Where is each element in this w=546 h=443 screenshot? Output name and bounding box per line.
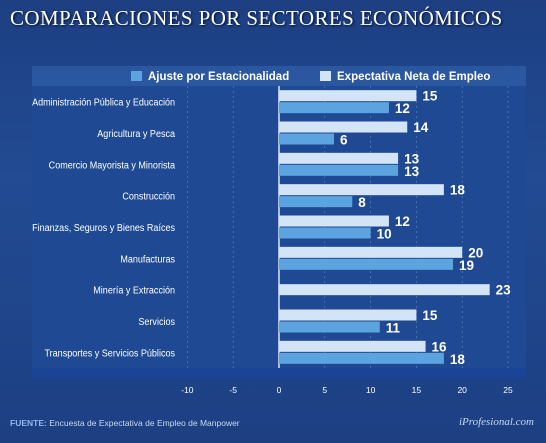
bar-expectativa <box>279 215 389 227</box>
brand-logo: iProfesional.com <box>458 416 534 428</box>
data-label: 18 <box>450 183 466 198</box>
bar-expectativa <box>279 152 399 164</box>
chart-title: COMPARACIONES POR SECTORES ECONÓMICOS <box>10 6 503 30</box>
data-label: 23 <box>496 283 512 298</box>
data-label: 6 <box>340 133 348 148</box>
data-label: 15 <box>422 89 438 104</box>
category-label: Administración Pública y Educación <box>32 97 175 109</box>
x-tick-label: 5 <box>322 385 327 395</box>
bar-expectativa <box>279 309 417 321</box>
source-label: FUENTE: <box>10 418 47 428</box>
source-text: Encuesta de Expectativa de Empleo de Man… <box>49 418 240 428</box>
data-label: 16 <box>432 339 448 354</box>
axis-band <box>32 368 526 378</box>
data-label: 18 <box>450 352 466 367</box>
x-tick-label: 25 <box>503 385 513 395</box>
category-label: Agricultura y Pesca <box>97 128 175 140</box>
category-label: Servicios <box>138 316 175 328</box>
bar-ajuste <box>279 102 389 114</box>
data-label: 15 <box>422 308 438 323</box>
legend-bar <box>32 66 526 86</box>
bar-ajuste <box>279 321 380 333</box>
legend-swatch <box>320 71 331 81</box>
category-label: Comercio Mayorista y Minorista <box>49 160 176 172</box>
bar-expectativa <box>279 184 444 196</box>
bar-ajuste <box>279 164 399 176</box>
bar-ajuste <box>279 196 353 208</box>
bar-ajuste <box>279 352 444 364</box>
data-label: 10 <box>377 227 392 242</box>
data-label: 11 <box>386 321 401 336</box>
legend-label: Expectativa Neta de Empleo <box>337 71 490 83</box>
bar-ajuste <box>279 227 371 239</box>
data-label: 12 <box>395 214 410 229</box>
bar-expectativa <box>279 340 426 352</box>
x-tick-label: 0 <box>277 385 282 395</box>
category-label: Transportes y Servicios Públicos <box>44 348 175 360</box>
data-label: 8 <box>358 195 366 210</box>
bar-expectativa <box>279 90 417 102</box>
data-label: 13 <box>404 151 420 166</box>
category-label: Finanzas, Seguros y Bienes Raíces <box>32 222 175 234</box>
bar-expectativa <box>279 284 490 296</box>
x-tick-label: 10 <box>366 385 376 395</box>
data-label: 13 <box>404 164 420 179</box>
source-note: FUENTE: Encuesta de Expectativa de Emple… <box>10 418 240 428</box>
bar-ajuste <box>279 258 454 270</box>
x-tick-label: -10 <box>181 385 194 395</box>
bar-expectativa <box>279 121 408 133</box>
data-label: 20 <box>468 245 483 260</box>
x-tick-label: 15 <box>412 385 422 395</box>
x-tick-label: 20 <box>457 385 467 395</box>
legend-label: Ajuste por Estacionalidad <box>148 71 289 83</box>
bar-expectativa <box>279 246 463 258</box>
data-label: 12 <box>395 101 410 116</box>
legend-swatch <box>131 71 142 81</box>
category-label: Construcción <box>122 191 175 203</box>
bar-ajuste <box>279 133 334 145</box>
data-label: 14 <box>413 120 429 135</box>
category-label: Minería y Extracción <box>93 285 175 297</box>
data-label: 19 <box>459 258 474 273</box>
x-tick-label: -5 <box>229 385 237 395</box>
category-label: Manufacturas <box>120 254 175 266</box>
